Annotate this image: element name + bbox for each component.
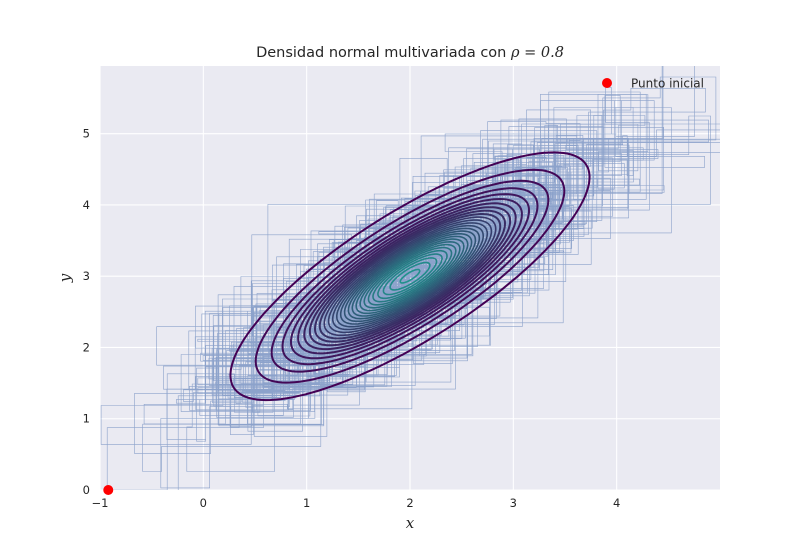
contour-line xyxy=(339,227,481,325)
contour-line xyxy=(308,206,512,347)
contour-line xyxy=(382,257,438,296)
contour-line xyxy=(281,187,539,366)
contour-line xyxy=(290,193,530,360)
y-tick-label: 3 xyxy=(83,269,90,283)
chart-title-math: ρ = 0.8 xyxy=(510,45,564,61)
contour-line xyxy=(313,209,507,343)
y-tick-labels: 0 1 2 3 4 5 xyxy=(83,127,90,497)
y-tick-label: 1 xyxy=(83,412,90,426)
legend-label-start: Punto inicial xyxy=(631,77,704,91)
contour-line xyxy=(318,213,502,340)
contour-line xyxy=(351,235,469,317)
start-point-layer xyxy=(103,485,114,495)
contour-line xyxy=(389,261,431,291)
legend: Punto inicial xyxy=(602,77,704,91)
y-tick-label: 2 xyxy=(83,340,90,354)
contour-line xyxy=(343,230,477,323)
contour-line xyxy=(323,216,497,337)
contour-line xyxy=(297,197,523,355)
contour-line xyxy=(229,151,591,402)
contour-line xyxy=(399,268,421,284)
contour-line xyxy=(377,253,443,300)
contour-line xyxy=(359,240,461,312)
chain-path xyxy=(100,66,720,490)
legend-marker-start xyxy=(602,78,612,88)
contour-line xyxy=(372,249,448,303)
contour-line xyxy=(270,179,550,373)
contour-line xyxy=(327,219,493,334)
x-tick-labels: −1 0 1 2 3 4 xyxy=(92,496,621,510)
chart-title-text: Densidad normal multivariada con xyxy=(256,45,511,61)
y-tick-label: 4 xyxy=(83,198,90,212)
contour-line xyxy=(254,168,566,384)
chart-title: Densidad normal multivariada con ρ = 0.8 xyxy=(256,45,564,61)
contour-line xyxy=(331,222,489,331)
contour-line xyxy=(335,224,485,328)
x-tick-label: 2 xyxy=(406,496,413,510)
y-tick-label: 5 xyxy=(83,127,90,141)
contour-line xyxy=(363,243,457,309)
x-tick-label: 3 xyxy=(510,496,517,510)
start-point xyxy=(103,485,114,495)
contour-line xyxy=(303,202,517,351)
x-axis-label: x xyxy=(406,514,415,532)
y-tick-label: 0 xyxy=(83,483,90,497)
gibbs-chain xyxy=(100,66,720,490)
contour-line xyxy=(367,246,453,306)
x-tick-label: 0 xyxy=(200,496,207,510)
x-tick-label: −1 xyxy=(92,496,109,510)
contour-line xyxy=(347,233,473,320)
x-tick-label: 1 xyxy=(303,496,310,510)
x-tick-label: 4 xyxy=(613,496,620,510)
y-axis-label: y xyxy=(56,273,74,283)
contour-line xyxy=(355,238,465,315)
density-contours xyxy=(229,151,591,402)
